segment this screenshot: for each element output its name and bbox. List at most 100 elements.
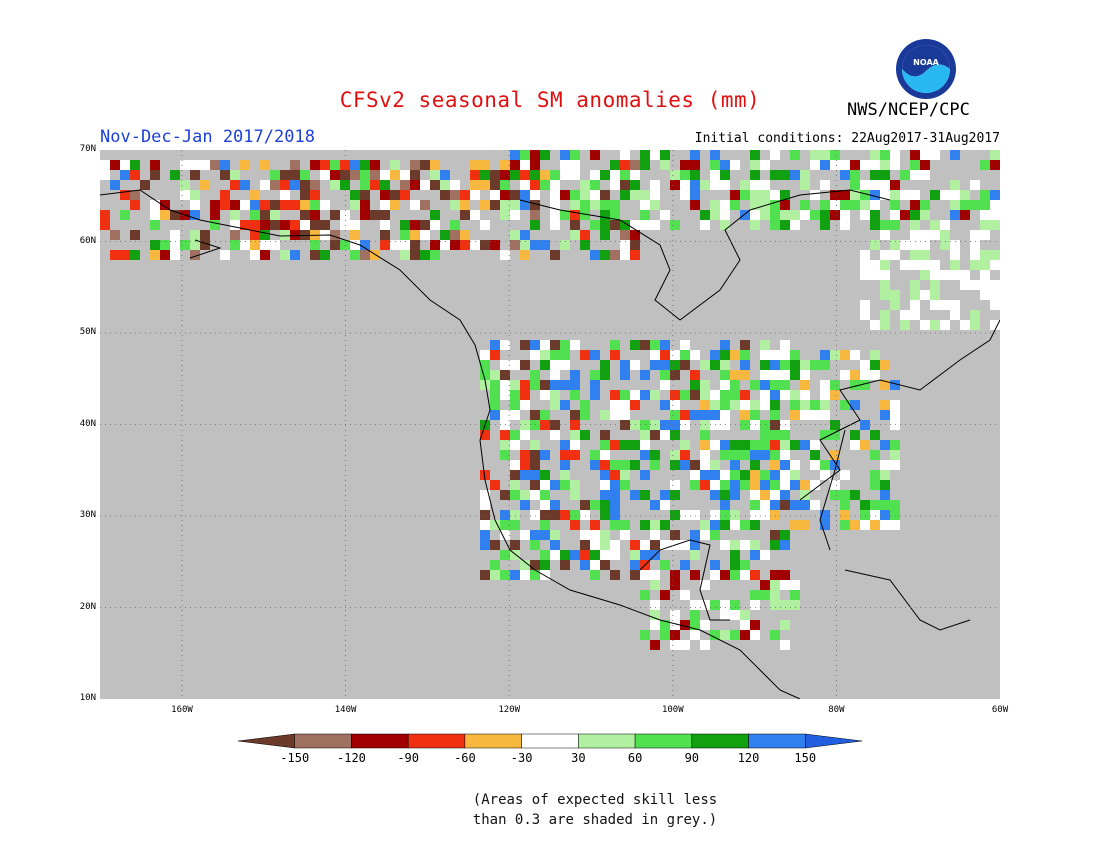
anomaly-cell (720, 420, 730, 430)
anomaly-cell (280, 250, 290, 260)
anomaly-cell (670, 530, 680, 540)
anomaly-cell (430, 180, 440, 190)
anomaly-cell (740, 450, 750, 460)
anomaly-cell (500, 160, 510, 170)
anomaly-cell (770, 350, 780, 360)
anomaly-cell (260, 230, 270, 240)
anomaly-cell (890, 420, 900, 430)
anomaly-cell (580, 350, 590, 360)
anomaly-cell (300, 220, 310, 230)
anomaly-cell (660, 370, 670, 380)
anomaly-cell (270, 220, 280, 230)
anomaly-cell (980, 220, 990, 230)
anomaly-cell (780, 460, 790, 470)
anomaly-cell (790, 350, 800, 360)
anomaly-cell (690, 600, 700, 610)
lat-label: 30N (79, 510, 96, 520)
anomaly-cell (970, 240, 980, 250)
anomaly-cell (680, 510, 690, 520)
anomaly-cell (540, 360, 550, 370)
anomaly-cell (700, 220, 710, 230)
anomaly-cell (420, 230, 430, 240)
anomaly-cell (790, 210, 800, 220)
anomaly-cell (650, 570, 660, 580)
anomaly-cell (650, 180, 660, 190)
anomaly-cell (870, 520, 880, 530)
anomaly-cell (500, 390, 510, 400)
anomaly-cell (930, 190, 940, 200)
anomaly-cell (540, 180, 550, 190)
anomaly-cell (510, 210, 520, 220)
anomaly-cell (850, 350, 860, 360)
colorbar-segment (238, 733, 295, 749)
anomaly-cell (780, 390, 790, 400)
anomaly-cell (660, 620, 670, 630)
anomaly-cell (820, 410, 830, 420)
anomaly-cell (790, 400, 800, 410)
anomaly-cell (700, 470, 710, 480)
anomaly-cell (750, 550, 760, 560)
anomaly-cell (670, 170, 680, 180)
anomaly-cell (630, 160, 640, 170)
anomaly-cell (480, 170, 490, 180)
anomaly-cell (540, 420, 550, 430)
anomaly-cell (600, 450, 610, 460)
anomaly-cell (570, 380, 580, 390)
anomaly-cell (260, 200, 270, 210)
anomaly-cell (640, 190, 650, 200)
anomaly-cell (720, 480, 730, 490)
anomaly-cell (990, 290, 1000, 300)
lon-label: 140W (334, 705, 357, 715)
anomaly-cell (820, 160, 830, 170)
anomaly-cell (690, 350, 700, 360)
anomaly-cell (760, 580, 770, 590)
anomaly-cell (600, 500, 610, 510)
anomaly-cell (570, 200, 580, 210)
anomaly-cell (960, 200, 970, 210)
anomaly-cell (960, 190, 970, 200)
anomaly-cell (200, 160, 210, 170)
anomaly-cell (480, 180, 490, 190)
anomaly-cell (910, 260, 920, 270)
anomaly-cell (330, 170, 340, 180)
anomaly-cell (720, 220, 730, 230)
anomaly-cell (220, 160, 230, 170)
anomaly-cell (480, 430, 490, 440)
anomaly-cell (240, 200, 250, 210)
lon-label: 160W (171, 705, 193, 715)
anomaly-cell (570, 210, 580, 220)
anomaly-cell (530, 460, 540, 470)
anomaly-cell (250, 220, 260, 230)
anomaly-cell (480, 540, 490, 550)
colorbar-label: 30 (571, 751, 586, 765)
anomaly-cell (880, 220, 890, 230)
anomaly-cell (830, 480, 840, 490)
anomaly-cell (840, 500, 850, 510)
anomaly-cell (720, 180, 730, 190)
anomaly-cell (710, 570, 720, 580)
anomaly-cell (700, 640, 710, 650)
anomaly-cell (160, 240, 170, 250)
anomaly-cell (860, 190, 870, 200)
anomaly-cell (630, 390, 640, 400)
anomaly-cell (350, 240, 360, 250)
anomaly-cell (630, 550, 640, 560)
anomaly-cell (530, 180, 540, 190)
anomaly-cell (710, 470, 720, 480)
anomaly-cell (730, 520, 740, 530)
anomaly-cell (520, 250, 530, 260)
anomaly-cell (570, 550, 580, 560)
anomaly-cell (740, 180, 750, 190)
anomaly-cell (880, 490, 890, 500)
anomaly-cell (750, 470, 760, 480)
anomaly-map (100, 150, 1000, 699)
anomaly-cell (740, 390, 750, 400)
anomaly-cell (680, 340, 690, 350)
anomaly-cell (940, 240, 950, 250)
anomaly-cell (800, 410, 810, 420)
anomaly-cell (980, 190, 990, 200)
anomaly-cell (720, 380, 730, 390)
anomaly-cell (640, 590, 650, 600)
anomaly-cell (830, 380, 840, 390)
anomaly-cell (190, 240, 200, 250)
